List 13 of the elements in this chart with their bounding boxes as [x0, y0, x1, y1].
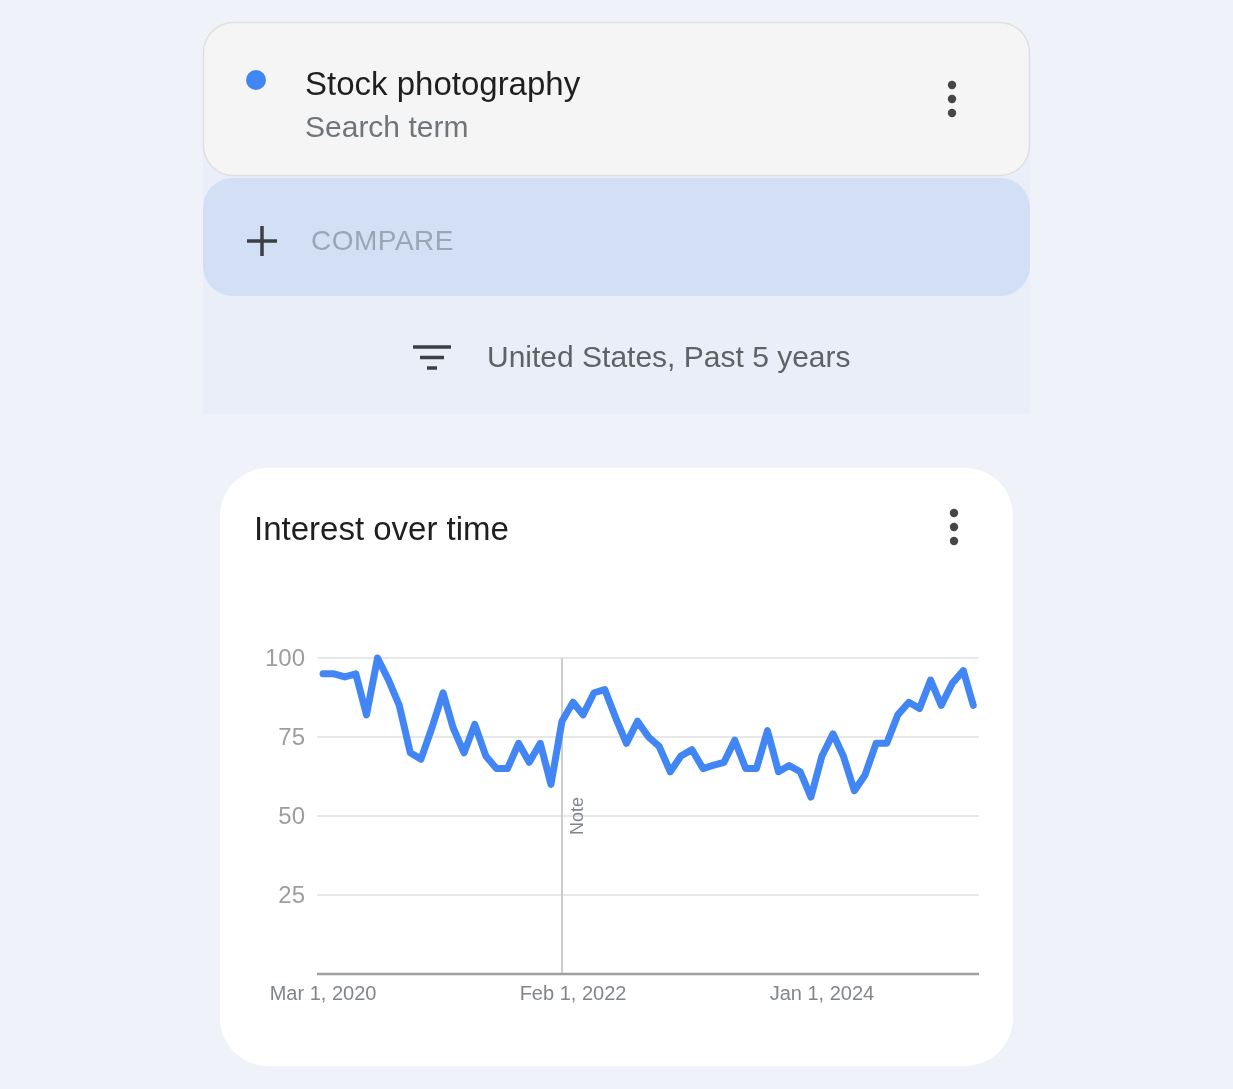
x-tick-label: Feb 1, 2022 — [519, 982, 627, 1004]
y-tick-label: 75 — [278, 723, 305, 751]
text: Search term — [305, 110, 469, 143]
chart-title: Interest over time — [254, 510, 509, 547]
legend-label: Stock photography — [305, 65, 581, 102]
x-tick-label: Jan 1, 2024 — [769, 982, 875, 1004]
chart-subtitle: United States, Past 5 years — [487, 340, 851, 373]
y-tick-label: 25 — [278, 881, 305, 909]
y-tick-label: 50 — [278, 802, 305, 830]
ref-line-label: Note — [567, 796, 587, 836]
y-tick-label: 100 — [264, 644, 305, 672]
text: COMPARE — [311, 225, 454, 256]
x-tick-label: Mar 1, 2020 — [269, 982, 377, 1004]
